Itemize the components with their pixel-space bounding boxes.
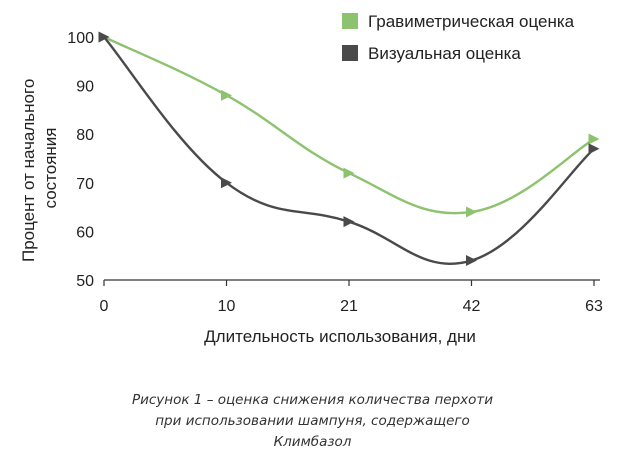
x-tick-label: 0: [100, 298, 109, 315]
data-point-visual: [588, 143, 600, 155]
y-tick-label: 60: [76, 224, 94, 241]
legend-label-gravimetric: Гравиметрическая оценка: [368, 12, 575, 31]
y-tick-label: 90: [76, 79, 94, 96]
legend-swatch-gravimetric: [342, 13, 358, 29]
x-tick-label: 10: [218, 298, 236, 315]
y-tick-label: 80: [76, 127, 94, 144]
line-chart: 50 60 70 80 90 100 0 10 21 42 63 Процент от начал…: [19, 12, 603, 346]
x-tick-label: 63: [585, 298, 603, 315]
caption-line-2: при использовании шампуня, содержащего: [155, 413, 470, 429]
series-layer: [98, 31, 600, 267]
data-point-gravimetric: [588, 133, 600, 145]
legend: Гравиметрическая оценка Визуальная оценк…: [342, 12, 575, 63]
y-axis-title: Процент от начального состояния: [19, 74, 60, 262]
legend-label-visual: Визуальная оценка: [368, 44, 521, 63]
data-point-visual: [466, 255, 477, 267]
y-tick-label: 70: [76, 176, 94, 193]
x-axis-title: Длительность использования, дни: [204, 327, 476, 346]
y-axis-ticks: 50 60 70 80 90 100: [67, 30, 94, 290]
y-tick-label: 50: [76, 273, 94, 290]
series-line-gravimetric: [102, 35, 596, 215]
data-point-visual: [98, 31, 110, 43]
x-axis-ticks: 0 10 21 42 63: [100, 280, 603, 315]
caption-line-1: Рисунок 1 – оценка снижения количества п…: [131, 392, 494, 408]
figure-caption: Рисунок 1 – оценка снижения количества п…: [0, 390, 625, 453]
y-axis-title-line1: Процент от начального: [19, 79, 38, 262]
data-point-visual: [343, 216, 355, 228]
data-point-visual: [221, 177, 232, 189]
y-axis-title-line2: состояния: [41, 128, 60, 209]
data-point-gravimetric: [343, 167, 355, 179]
x-tick-label: 42: [463, 298, 481, 315]
legend-swatch-visual: [342, 45, 358, 61]
data-point-gravimetric: [466, 206, 477, 218]
x-tick-label: 21: [340, 298, 358, 315]
y-tick-label: 100: [67, 30, 94, 47]
caption-line-3: Климбазол: [273, 434, 352, 450]
data-point-gravimetric: [221, 89, 232, 101]
